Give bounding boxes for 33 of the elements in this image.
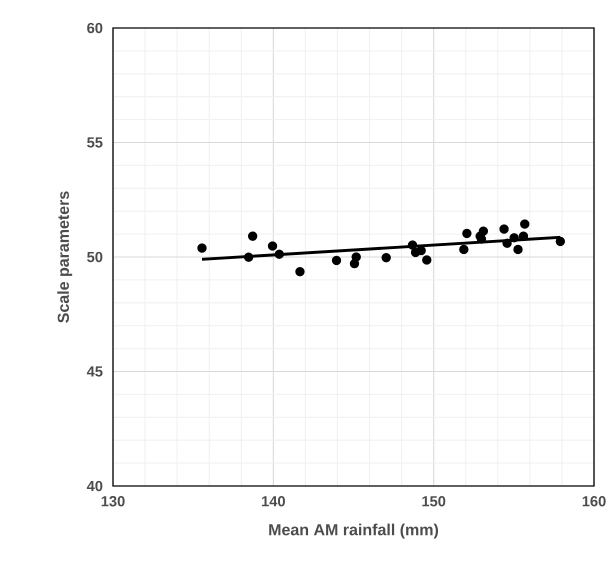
point (248, 231, 258, 241)
point (332, 256, 342, 266)
point (556, 236, 566, 246)
y-tick-label: 40 (86, 480, 102, 492)
x-tick-label: 150 (422, 496, 446, 506)
y-axis-title: Scale parameters (57, 191, 72, 323)
y-tick-label: 55 (87, 137, 103, 148)
point (520, 219, 530, 229)
point (462, 228, 472, 238)
x-axis-title: Mean AM rainfall (mm) (269, 524, 438, 539)
point (274, 250, 284, 259)
x-tick-label: 140 (262, 496, 285, 506)
point (197, 243, 207, 253)
y-tick-label: 60 (87, 22, 102, 34)
x-tick-label: 130 (102, 496, 125, 506)
point (509, 233, 519, 242)
point (459, 244, 468, 254)
point (295, 266, 305, 276)
point (513, 244, 523, 254)
y-tick-label: 45 (86, 366, 103, 377)
point (476, 234, 486, 244)
point (478, 226, 488, 236)
point (244, 252, 254, 262)
point (352, 252, 361, 262)
point (268, 241, 278, 251)
point (422, 255, 432, 265)
point (502, 238, 512, 248)
y-tick-label: 50 (87, 252, 102, 262)
point (408, 240, 418, 250)
point (382, 253, 391, 262)
x-tick-label: 160 (582, 496, 606, 506)
point (416, 246, 426, 256)
point (499, 224, 509, 234)
